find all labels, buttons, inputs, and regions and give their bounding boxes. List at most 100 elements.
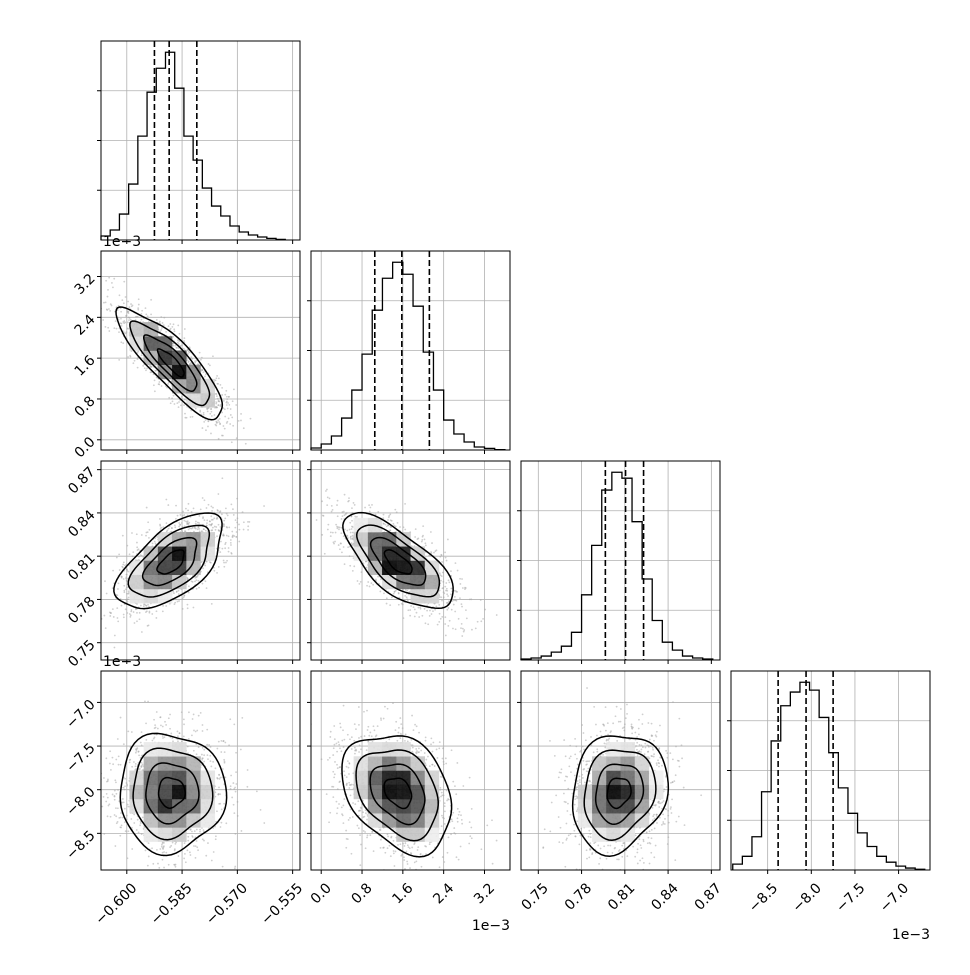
- scatter-point: [122, 798, 124, 800]
- scatter-point: [178, 526, 180, 528]
- scatter-point: [136, 546, 138, 548]
- scatter-point: [92, 262, 94, 264]
- scatter-point: [234, 527, 236, 529]
- scatter-point: [115, 320, 117, 322]
- scatter-point: [130, 818, 132, 820]
- scatter-point: [324, 553, 326, 555]
- scatter-point: [171, 326, 173, 328]
- scatter-point: [326, 489, 328, 491]
- scatter-point: [353, 565, 355, 567]
- scatter-point: [217, 509, 219, 511]
- scatter-point: [223, 425, 225, 427]
- scatter-point: [206, 587, 208, 589]
- scatter-point: [446, 593, 448, 595]
- scatter-point: [322, 515, 324, 517]
- scatter-point: [200, 359, 202, 361]
- scatter-point: [130, 303, 132, 305]
- scatter-point: [196, 576, 198, 578]
- density-cell: [354, 532, 369, 547]
- scatter-point: [194, 527, 196, 529]
- scatter-point: [350, 532, 352, 534]
- scatter-point: [161, 844, 163, 846]
- scatter-point: [232, 536, 234, 538]
- scatter-point: [441, 587, 443, 589]
- scatter-point: [455, 562, 457, 564]
- scatter-point: [106, 593, 108, 595]
- scatter-point: [167, 383, 169, 385]
- scatter-point: [139, 824, 141, 826]
- scatter-point: [216, 535, 218, 537]
- scatter-point: [387, 519, 389, 521]
- scatter-point: [327, 529, 329, 531]
- scatter-point: [202, 567, 204, 569]
- scatter-point: [236, 437, 238, 439]
- scatter-point: [197, 526, 199, 528]
- scatter-point: [86, 621, 88, 623]
- panel-1-1: [307, 251, 510, 454]
- scatter-point: [218, 566, 220, 568]
- scatter-point: [212, 507, 214, 509]
- scatter-point: [418, 616, 420, 618]
- scatter-point: [194, 581, 196, 583]
- scatter-point: [184, 399, 186, 401]
- scatter-point: [444, 586, 446, 588]
- scatter-point: [455, 590, 457, 592]
- scatter-point: [395, 590, 397, 592]
- scatter-point: [167, 504, 169, 506]
- scatter-point: [389, 513, 391, 515]
- scatter-point: [187, 604, 189, 606]
- scatter-point: [332, 509, 334, 511]
- scatter-point: [139, 618, 141, 620]
- scatter-point: [136, 620, 138, 622]
- scatter-point: [448, 600, 450, 602]
- scatter-point: [123, 787, 125, 789]
- scatter-point: [230, 408, 232, 410]
- scatter-point: [431, 542, 433, 544]
- scatter-point: [343, 511, 345, 513]
- scatter-point: [145, 611, 147, 613]
- scatter-point: [203, 371, 205, 373]
- scatter-point: [186, 417, 188, 419]
- scatter-point: [187, 520, 189, 522]
- scatter-point: [430, 531, 432, 533]
- scatter-point: [354, 516, 356, 518]
- scatter-point: [142, 365, 144, 367]
- scatter-point: [329, 497, 331, 499]
- scatter-point: [440, 618, 442, 620]
- scatter-point: [226, 401, 228, 403]
- scatter-point: [202, 730, 204, 732]
- scatter-point: [184, 530, 186, 532]
- scatter-point: [99, 287, 101, 289]
- scatter-point: [141, 310, 143, 312]
- scatter-point: [442, 581, 444, 583]
- scatter-point: [379, 591, 381, 593]
- scatter-point: [369, 507, 371, 509]
- scatter-point: [187, 840, 189, 842]
- scatter-point: [466, 617, 468, 619]
- scatter-point: [183, 858, 185, 860]
- scatter-point: [200, 508, 202, 510]
- scatter-point: [211, 415, 213, 417]
- joint-density-3-0: [90, 700, 266, 895]
- scatter-point: [210, 433, 212, 435]
- scatter-point: [453, 604, 455, 606]
- scatter-point: [448, 607, 450, 609]
- scatter-point: [125, 576, 127, 578]
- scatter-point: [336, 527, 338, 529]
- scatter-point: [437, 624, 439, 626]
- scatter-point: [107, 289, 109, 291]
- scatter-point: [461, 623, 463, 625]
- scatter-point: [215, 393, 217, 395]
- scatter-point: [349, 555, 351, 557]
- scatter-point: [221, 513, 223, 515]
- scatter-point: [175, 866, 177, 868]
- scatter-point: [380, 578, 382, 580]
- scatter-point: [235, 791, 237, 793]
- scatter-point: [231, 553, 233, 555]
- scatter-point: [240, 413, 242, 415]
- scatter-point: [216, 572, 218, 574]
- scatter-point: [163, 324, 165, 326]
- scatter-point: [419, 606, 421, 608]
- scatter-point: [443, 596, 445, 598]
- scatter-point: [409, 615, 411, 617]
